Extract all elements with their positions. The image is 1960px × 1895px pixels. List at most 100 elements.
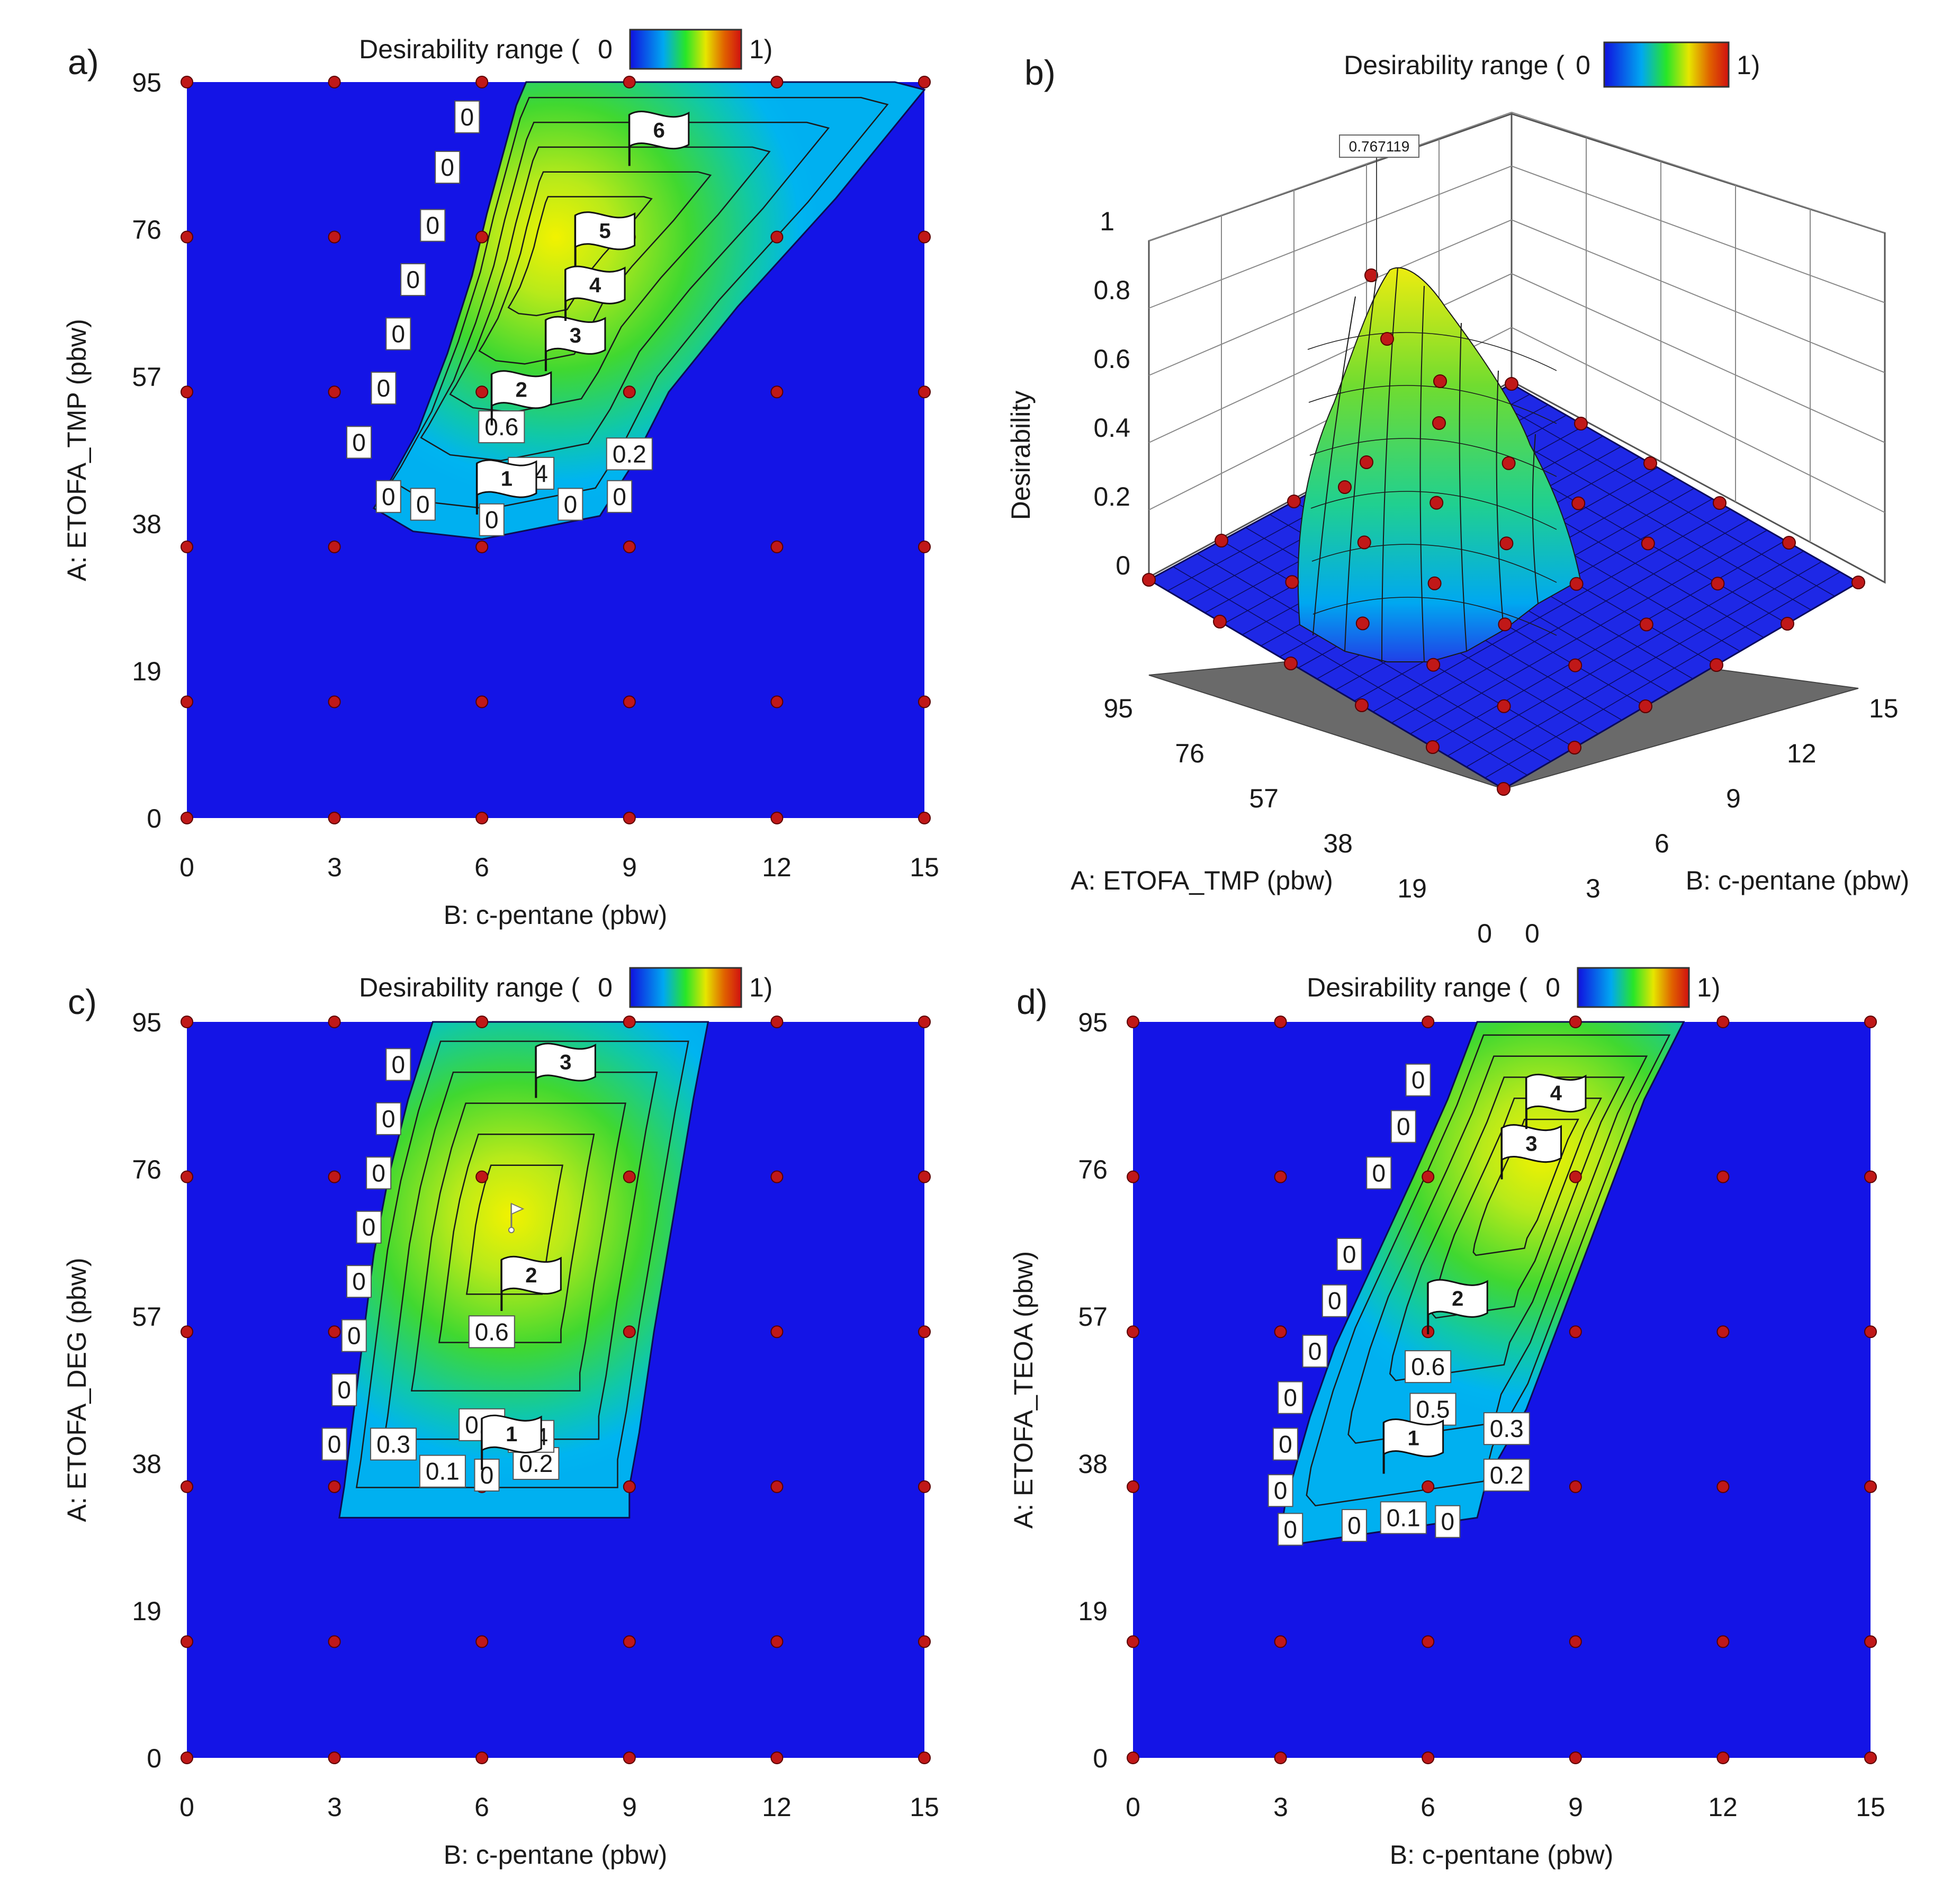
panel-d-design-point-12 <box>1127 1480 1139 1493</box>
panel-c-isoline-4 <box>438 1133 595 1343</box>
panel-b-btick-12: 12 <box>1787 739 1817 768</box>
panel-c-contour-label-text-2: 0 <box>372 1159 385 1187</box>
panel-d-design-point-29 <box>1864 1170 1877 1183</box>
panel-c-current-marker <box>508 1202 525 1234</box>
panel-b-design-point-19 <box>1355 616 1370 631</box>
panel-d-contour-label-11: 0.1 <box>1380 1501 1427 1534</box>
panel-d-isoline-3 <box>1389 1076 1625 1381</box>
panel-b-mesh-ring-5 <box>1312 597 1557 636</box>
panel-a-contour-label-box-5 <box>371 371 397 405</box>
panel-b-mesh-ring-2 <box>1309 438 1557 477</box>
panel-d-contour-label-box-12 <box>1435 1505 1461 1538</box>
panel-d-design-point-0 <box>1127 1752 1139 1764</box>
panel-b-ztick-08: 0.8 <box>1093 275 1130 305</box>
panel-b-floor-grid-b-14 <box>1487 397 1835 597</box>
panel-b-b-axis-title: B: c-pentane (pbw) <box>1686 866 1909 895</box>
panel-c-design-point-21 <box>623 1325 636 1339</box>
panel-d-design-point-24 <box>1127 1170 1139 1183</box>
panel-a-isoline-5 <box>507 196 653 317</box>
panel-a-contour-label-box-11 <box>607 480 633 513</box>
panel-c-y-axis-title: A: ETOFA_DEG (pbw) <box>62 1258 92 1522</box>
panel-d-contour-label-text-4: 0 <box>1328 1287 1342 1315</box>
panel-d-contour-label-4: 0 <box>1321 1284 1347 1317</box>
panel-b-design-point-23 <box>1643 456 1657 470</box>
panel-c-contour-label-1: 0 <box>375 1102 401 1135</box>
panel-a-y-axis-title: A: ETOFA_TMP (pbw) <box>62 319 92 581</box>
panel-d-contour-label-box-1 <box>1390 1110 1416 1143</box>
panel-c-flag-cloth-3 <box>535 1043 596 1082</box>
panel-b-floor-grid-b-1 <box>1173 566 1528 776</box>
panel-c-isoline-2 <box>383 1071 658 1440</box>
panel-b-callout-value: 0.767119 <box>1349 138 1410 155</box>
panel-c-design-point-28 <box>770 1170 784 1183</box>
panel-a-contour-label-5: 0 <box>371 371 397 405</box>
panel-d-isoline-2 <box>1347 1055 1648 1444</box>
panel-b-mesh-rib-2 <box>1381 267 1398 662</box>
panel-c-ytick-38: 38 <box>132 1449 161 1479</box>
panel-d-y-axis-title: A: ETOFA_TEOA (pbw) <box>1009 1251 1038 1529</box>
panel-c-ytick-19: 19 <box>132 1596 161 1626</box>
panel-c-contour-label-text-0: 0 <box>392 1050 406 1078</box>
panel-d-contour-lines <box>1306 1034 1671 1507</box>
panel-c-contour-label-8: 0.3 <box>370 1427 417 1461</box>
panel-b-z-axis: 0 0.2 0.4 0.6 0.8 1 Desirability <box>1006 206 1130 580</box>
panel-c-x-axis-title: B: c-pentane (pbw) <box>444 1840 667 1870</box>
panel-c-design-point-8 <box>475 1635 489 1648</box>
panel-a-design-point-18 <box>181 385 193 399</box>
panel-d-letter: d) <box>1017 982 1048 1021</box>
panel-c-contour-label-text-3: 0 <box>362 1214 376 1241</box>
panel-b-ztick-02: 0.2 <box>1093 482 1130 511</box>
panel-a-contour-label-box-9 <box>479 503 505 536</box>
panel-c-ytick-95: 95 <box>132 1008 161 1037</box>
panel-a-flag-cloth-5 <box>574 211 636 250</box>
panel-b-design-point-9 <box>1639 617 1653 632</box>
panel-a-contour-label-7: 0 <box>375 480 401 513</box>
panel-b-design-point-10 <box>1711 577 1725 591</box>
panel-b-design-point-26 <box>1357 535 1371 550</box>
panel-d-contour-label-box-6 <box>1278 1381 1303 1414</box>
panel-c-design-point-0 <box>181 1752 193 1764</box>
panel-b-design-points <box>1142 268 1865 796</box>
panel-b-wall-gridlines <box>1148 112 1885 542</box>
panel-d-ytick-19: 19 <box>1078 1596 1108 1626</box>
panel-b-surface-point-0 <box>1338 480 1352 494</box>
panel-c-design-point-6 <box>181 1635 193 1648</box>
panel-c-contour-label-box-0 <box>385 1048 411 1081</box>
panel-b-floor-grid-a-1 <box>1485 571 1840 778</box>
panel-c-design-point-23 <box>918 1325 931 1339</box>
panel-a-y-axis: 0 19 38 57 76 95 A: ETOFA_TMP (pbw) <box>62 68 161 833</box>
panel-b-design-point-0 <box>1497 782 1511 796</box>
panel-d-contour-label-box-15 <box>1483 1412 1530 1445</box>
panel-c-legend-prefix: Desirability range ( <box>359 973 580 1002</box>
panel-b-floor-grid-a-6 <box>1391 519 1749 723</box>
panel-c-x-axis: 0 3 6 9 12 15 B: c-pentane (pbw) <box>179 1792 939 1870</box>
panel-d-flag-cloth-1 <box>1383 1418 1444 1458</box>
panel-b-btick-3: 3 <box>1586 874 1601 903</box>
panel-b-floor-grid-b-15 <box>1511 383 1859 583</box>
panel-a-design-point-30 <box>181 76 193 88</box>
panel-a-legend-prefix: Desirability range ( <box>359 34 580 64</box>
panel-a-design-point-20 <box>475 385 489 399</box>
panel-a-design-point-1 <box>328 812 341 824</box>
panel-d-legend-min: 0 <box>1545 973 1560 1002</box>
panel-a-contour-label-11: 0 <box>607 480 633 513</box>
panel-c-letter: c) <box>68 982 97 1021</box>
panel-c-flag-1: 1 <box>481 1414 542 1470</box>
panel-d-contour-label-box-10 <box>1341 1509 1367 1542</box>
panel-d-contour-label-2: 0 <box>1366 1156 1392 1190</box>
panel-b-design-point-28 <box>1502 456 1516 470</box>
panel-d-design-point-28 <box>1716 1170 1730 1183</box>
panel-b-atick-95: 95 <box>1103 694 1133 723</box>
panel-b-design-point-31 <box>1215 534 1228 547</box>
panel-b-floor-grid-a-5 <box>1410 529 1768 734</box>
panel-d-flag-label-1: 1 <box>1407 1426 1419 1450</box>
panel-a-ytick-76: 76 <box>132 215 161 245</box>
panel-a-contour-label-12: 0.6 <box>478 410 525 444</box>
panel-c-design-point-22 <box>770 1325 784 1339</box>
panel-c-contour-label-box-6 <box>331 1373 357 1406</box>
panel-b-design-point-32 <box>1287 495 1301 508</box>
panel-c-design-point-15 <box>623 1480 636 1493</box>
panel-d-design-point-35 <box>1864 1016 1877 1028</box>
panel-d-contour-label-box-14 <box>1409 1393 1456 1426</box>
